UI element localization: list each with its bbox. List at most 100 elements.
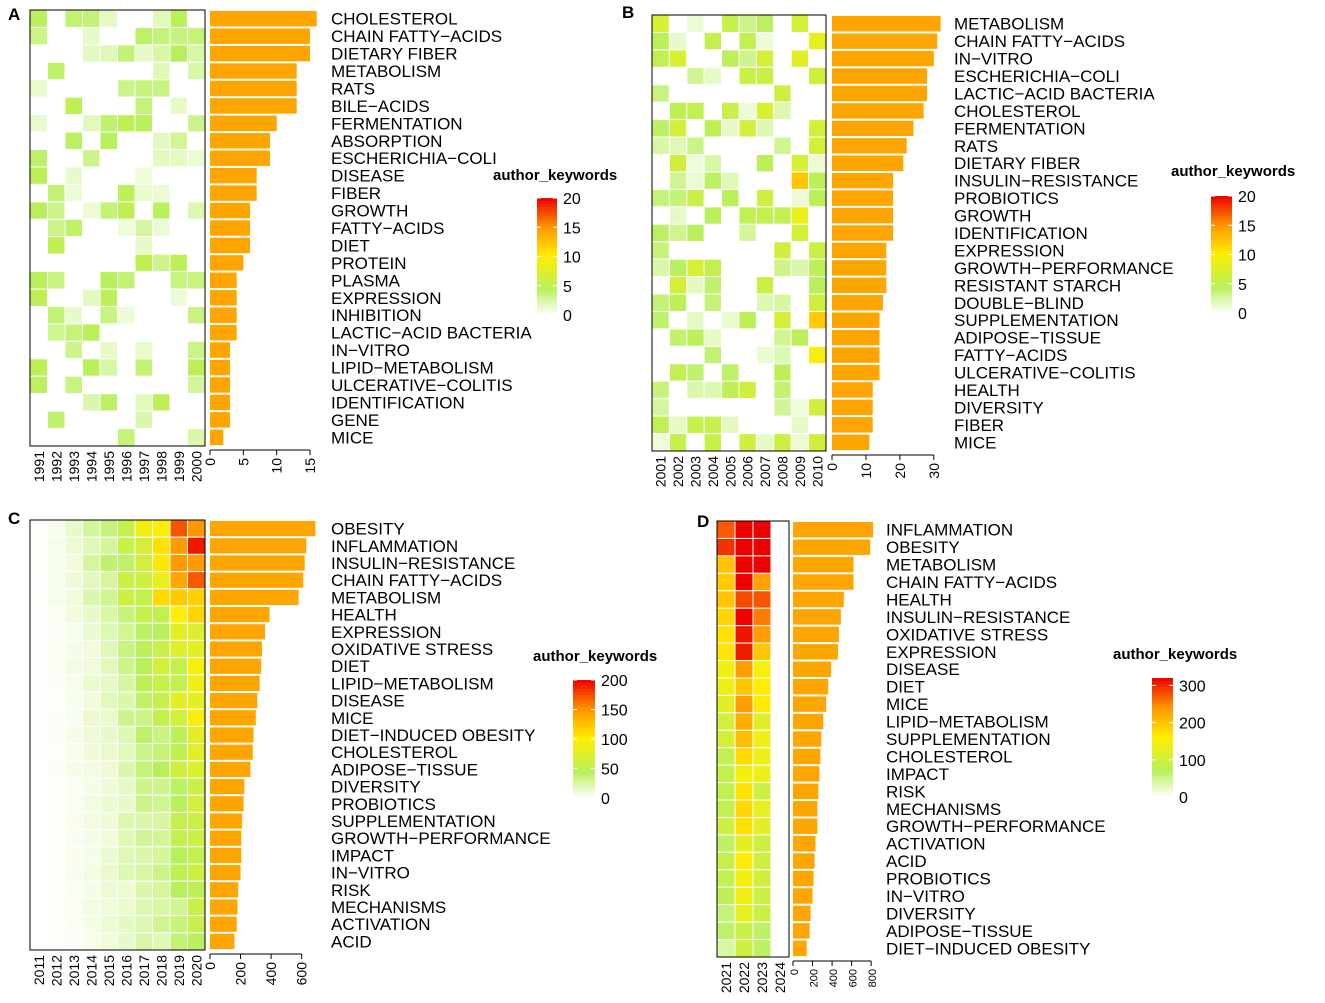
keyword-label: IMPACT bbox=[886, 765, 949, 784]
keyword-label: HEALTH bbox=[954, 381, 1020, 400]
heatmap-cell bbox=[668, 171, 688, 190]
heatmap-cell bbox=[752, 660, 772, 679]
heatmap-cell bbox=[773, 206, 792, 225]
total-bar bbox=[793, 539, 871, 555]
heatmap-cell bbox=[668, 66, 688, 86]
heatmap-cell bbox=[134, 96, 153, 116]
heatmap-cell bbox=[99, 553, 118, 573]
legend-gradient-step bbox=[1152, 710, 1173, 715]
legend-gradient-step bbox=[537, 215, 557, 220]
keyword-label: DIVERSITY bbox=[886, 904, 976, 923]
keyword-label: EXPRESSION bbox=[331, 623, 442, 642]
heatmap-cell bbox=[64, 288, 83, 307]
heatmap-cell bbox=[117, 743, 136, 762]
heatmap-cell bbox=[790, 363, 810, 382]
total-bar bbox=[210, 63, 297, 79]
heatmap-cell bbox=[29, 536, 48, 555]
heatmap-cell bbox=[755, 119, 775, 138]
legend-gradient-step bbox=[537, 309, 557, 313]
heatmap-cell bbox=[738, 241, 757, 260]
heatmap-cell bbox=[82, 605, 101, 624]
heatmap-cell bbox=[82, 61, 101, 81]
heatmap-cell bbox=[47, 553, 66, 573]
heatmap-cell bbox=[716, 869, 736, 888]
heatmap-cell bbox=[808, 276, 827, 295]
heatmap-cell bbox=[152, 393, 171, 412]
keyword-label: INSULIN−RESISTANCE bbox=[954, 172, 1138, 191]
total-bar bbox=[793, 696, 827, 712]
heatmap-cell bbox=[152, 605, 171, 624]
heatmap-cell bbox=[29, 375, 48, 395]
heatmap-cell bbox=[169, 131, 188, 151]
heatmap-cell bbox=[134, 114, 153, 133]
heatmap-cell bbox=[721, 328, 740, 347]
heatmap-cell bbox=[99, 183, 118, 203]
heatmap-cell bbox=[99, 691, 118, 710]
heatmap-cell bbox=[99, 323, 118, 342]
heatmap-cell bbox=[686, 276, 705, 295]
heatmap-cell bbox=[47, 743, 66, 762]
heatmap-cell bbox=[134, 897, 153, 917]
heatmap-cell bbox=[651, 136, 670, 156]
heatmap-cell bbox=[187, 61, 206, 81]
keyword-label: CHAIN FATTY−ACIDS bbox=[886, 573, 1057, 592]
heatmap-cell bbox=[134, 760, 153, 779]
legend-gradient-step bbox=[573, 789, 595, 793]
heatmap-cell bbox=[64, 725, 83, 745]
total-bar bbox=[832, 33, 938, 49]
heatmap-cell bbox=[117, 393, 136, 412]
heatmap-cell bbox=[770, 799, 790, 818]
heatmap-cell bbox=[703, 328, 723, 347]
heatmap-cell bbox=[668, 310, 688, 330]
legend-gradient-step bbox=[573, 680, 595, 684]
heatmap-cell bbox=[169, 777, 188, 796]
year-label: 2012 bbox=[48, 955, 64, 986]
heatmap-cell bbox=[152, 708, 171, 727]
heatmap-frame bbox=[29, 9, 206, 447]
total-bar bbox=[793, 556, 854, 573]
heatmap-cell bbox=[187, 519, 206, 538]
heatmap-cell bbox=[47, 846, 66, 865]
heatmap-cell bbox=[82, 932, 101, 951]
heatmap-cell bbox=[169, 622, 188, 641]
keyword-label: MECHANISMS bbox=[886, 800, 1001, 819]
heatmap-cell bbox=[755, 101, 775, 121]
heatmap-cell bbox=[721, 136, 740, 156]
heatmap-cell bbox=[152, 44, 171, 63]
total-bar bbox=[210, 933, 235, 949]
year-label: 1995 bbox=[101, 451, 117, 482]
heatmap-cell bbox=[47, 305, 66, 325]
heatmap-cell bbox=[47, 131, 66, 151]
heatmap-cell bbox=[738, 223, 757, 243]
heatmap-cell bbox=[29, 846, 48, 865]
heatmap-cell bbox=[734, 939, 754, 958]
legend-gradient-step bbox=[1152, 701, 1173, 706]
keyword-label: GROWTH−PERFORMANCE bbox=[886, 817, 1106, 836]
heatmap-cell bbox=[29, 114, 48, 133]
heatmap-cell bbox=[99, 410, 118, 430]
heatmap-cell bbox=[64, 691, 83, 710]
keyword-label: LACTIC−ACID BACTERIA bbox=[331, 324, 532, 343]
heatmap-cell bbox=[187, 863, 206, 882]
legend-gradient-step bbox=[573, 759, 595, 764]
heatmap-cell bbox=[64, 149, 83, 168]
heatmap-cell bbox=[668, 380, 688, 400]
heatmap-cell bbox=[808, 14, 827, 33]
heatmap-cell bbox=[668, 258, 688, 278]
heatmap-cell bbox=[703, 84, 723, 103]
heatmap-cell bbox=[755, 223, 775, 243]
heatmap-cell bbox=[152, 674, 171, 693]
heatmap-cell bbox=[47, 26, 66, 46]
total-bar bbox=[210, 150, 270, 166]
heatmap-cell bbox=[82, 410, 101, 430]
legend-gradient-step bbox=[573, 700, 595, 705]
heatmap-cell bbox=[770, 694, 790, 714]
heatmap-cell bbox=[64, 553, 83, 573]
heatmap-cell bbox=[187, 375, 206, 395]
year-label: 2002 bbox=[670, 456, 686, 487]
heatmap-cell bbox=[755, 293, 775, 312]
keyword-label: ESCHERICHIA−COLI bbox=[331, 149, 497, 168]
heatmap-cell bbox=[29, 605, 48, 624]
heatmap-cell bbox=[29, 305, 48, 325]
